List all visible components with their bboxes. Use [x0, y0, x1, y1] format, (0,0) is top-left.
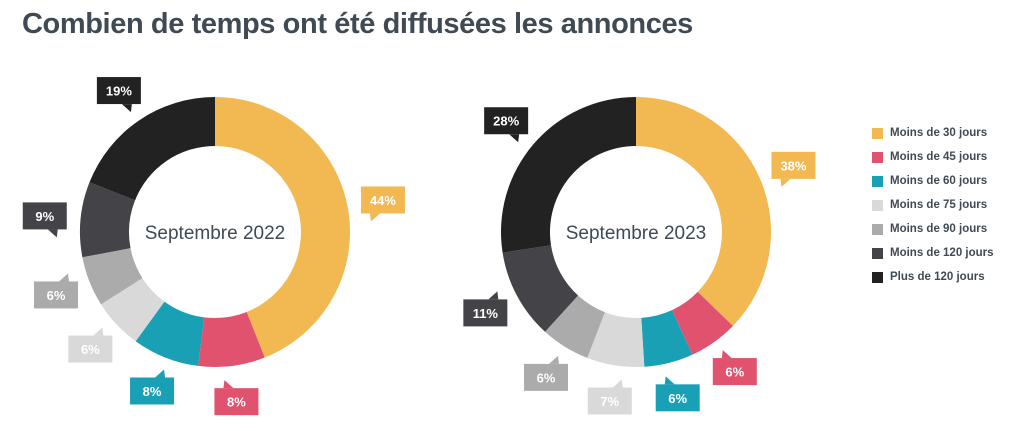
callout-tail: [780, 178, 791, 187]
callout-moins-de-90-jours: 6%: [34, 273, 79, 309]
callout-plus-de-120-jours: 19%: [96, 77, 141, 113]
callout-tail: [47, 229, 58, 238]
slice-moins-de-30-jours: [636, 97, 771, 326]
legend-label: Plus de 120 jours: [890, 271, 985, 283]
slice-moins-de-30-jours: [215, 97, 350, 358]
callout-tail: [548, 355, 559, 364]
legend-label: Moins de 120 jours: [890, 247, 994, 259]
slice-moins-de-60-jours: [641, 310, 693, 367]
slice-moins-de-60-jours: [135, 301, 205, 366]
callout-box: [712, 358, 757, 386]
callout-moins-de-60-jours: 8%: [130, 369, 175, 405]
callout-box: [463, 299, 508, 327]
data-label: 8%: [227, 395, 246, 410]
legend-swatch: [872, 247, 883, 259]
slice-moins-de-120-jours: [502, 245, 579, 332]
legend-swatch: [872, 223, 883, 235]
callout-tail: [59, 273, 70, 282]
legend-item: Moins de 120 jours: [872, 241, 994, 265]
legend-item: Plus de 120 jours: [872, 265, 994, 289]
callout-moins-de-120-jours: 11%: [463, 291, 508, 327]
callout-box: [771, 151, 816, 179]
data-label: 6%: [537, 370, 556, 385]
data-label: 7%: [600, 394, 619, 409]
legend: Moins de 30 jours Moins de 45 jours Moins …: [872, 121, 994, 289]
legend-item: Moins de 75 jours: [872, 193, 994, 217]
data-label: 6%: [81, 342, 100, 357]
data-label: 44%: [370, 193, 396, 208]
callout-moins-de-90-jours: 6%: [523, 355, 568, 391]
callout-box: [34, 281, 79, 309]
chart-title: Combien de temps ont été diffusées les a…: [22, 8, 693, 40]
data-label: 11%: [473, 306, 499, 321]
callout-tail: [369, 213, 380, 222]
slice-moins-de-75-jours: [587, 312, 645, 367]
legend-swatch: [872, 127, 883, 139]
callout-moins-de-30-jours: 44%: [360, 186, 405, 222]
callout-box: [360, 186, 405, 214]
donut-2: Septembre 2023 38% 6% 6% 7% 6% 11% 28%: [463, 97, 816, 415]
donut-1: Septembre 2022 44% 8% 8% 6% 6% 9% 19%: [22, 77, 405, 416]
callout-moins-de-45-jours: 8%: [214, 380, 259, 416]
legend-label: Moins de 90 jours: [890, 223, 988, 235]
legend-item: Moins de 30 jours: [872, 121, 994, 145]
callout-box: [587, 387, 632, 415]
legend-swatch: [872, 199, 883, 211]
legend-item: Moins de 60 jours: [872, 169, 994, 193]
callout-tail: [223, 380, 234, 389]
callout-tail: [93, 327, 104, 336]
slice-moins-de-90-jours: [545, 295, 605, 358]
data-label: 28%: [493, 114, 519, 129]
callout-box: [523, 363, 568, 391]
legend-label: Moins de 60 jours: [890, 175, 988, 187]
slice-plus-de-120-jours: [89, 97, 215, 201]
legend-swatch: [872, 175, 883, 187]
data-label: 19%: [106, 84, 132, 99]
callout-moins-de-45-jours: 6%: [712, 350, 757, 386]
legend-label: Moins de 30 jours: [890, 127, 988, 139]
data-label: 6%: [725, 365, 744, 380]
slice-plus-de-120-jours: [501, 97, 636, 253]
callout-box: [130, 377, 175, 405]
callout-box: [655, 384, 700, 412]
data-label: 9%: [35, 209, 54, 224]
callout-tail: [155, 369, 166, 378]
callout-box: [22, 202, 67, 230]
legend-swatch: [872, 151, 883, 163]
callout-moins-de-75-jours: 7%: [587, 379, 632, 415]
callout-plus-de-120-jours: 28%: [484, 107, 529, 143]
legend-label: Moins de 45 jours: [890, 151, 988, 163]
data-label: 6%: [668, 391, 687, 406]
slice-moins-de-120-jours: [80, 182, 136, 258]
legend-label: Moins de 75 jours: [890, 199, 988, 211]
legend-swatch: [872, 271, 883, 283]
callout-moins-de-120-jours: 9%: [22, 202, 67, 238]
callout-tail: [488, 291, 499, 300]
slice-moins-de-45-jours: [671, 291, 733, 355]
callout-box: [68, 335, 113, 363]
callout-moins-de-75-jours: 6%: [68, 327, 113, 363]
data-label: 8%: [143, 384, 162, 399]
callout-tail: [664, 376, 675, 385]
callout-tail: [721, 350, 732, 359]
slice-moins-de-45-jours: [198, 311, 265, 367]
slice-moins-de-90-jours: [82, 248, 143, 305]
callout-tail: [509, 134, 520, 143]
data-label: 6%: [47, 288, 66, 303]
donut-center-label: Septembre 2022: [145, 223, 286, 244]
callout-tail: [121, 104, 132, 113]
callout-box: [96, 77, 141, 105]
callout-box: [484, 107, 529, 135]
callout-box: [214, 388, 259, 416]
callout-moins-de-60-jours: 6%: [655, 376, 700, 412]
slice-moins-de-75-jours: [101, 278, 165, 342]
callout-moins-de-30-jours: 38%: [771, 151, 816, 187]
legend-item: Moins de 90 jours: [872, 217, 994, 241]
legend-item: Moins de 45 jours: [872, 145, 994, 169]
callout-tail: [612, 379, 623, 388]
donut-center-label: Septembre 2023: [566, 223, 707, 244]
data-label: 38%: [780, 158, 806, 173]
